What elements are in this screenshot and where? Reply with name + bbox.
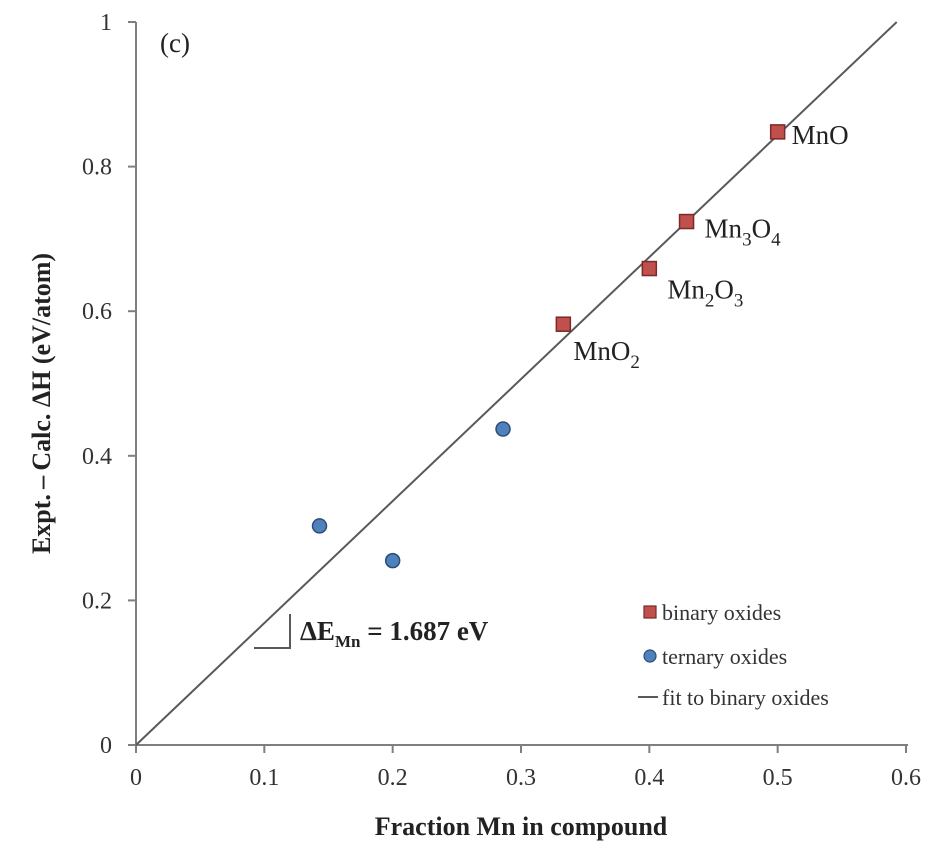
point-label-subscript: 3 xyxy=(734,291,744,312)
legend-label: fit to binary oxides xyxy=(662,685,829,710)
x-tick-label: 0.3 xyxy=(506,765,536,791)
x-tick-label: 0 xyxy=(130,765,142,791)
legend-square-marker xyxy=(643,605,657,619)
y-tick-label: 1 xyxy=(100,10,112,36)
binary-oxide-point xyxy=(555,316,572,332)
y-tick-label: 0.6 xyxy=(82,299,112,325)
slope-triangle xyxy=(254,614,291,649)
fit-line xyxy=(135,21,898,746)
binary-oxide-point xyxy=(641,260,658,277)
point-label-tail: O xyxy=(714,275,734,305)
x-tick-label: 0.6 xyxy=(891,765,921,791)
point-label-subscript: 2 xyxy=(630,352,640,373)
point-label: MnO xyxy=(792,120,849,150)
point-label-tail: O xyxy=(752,214,772,244)
legend-label: ternary oxides xyxy=(662,644,787,669)
x-tick-label: 0.4 xyxy=(634,765,664,791)
point-label-subscript: 4 xyxy=(771,230,781,251)
point-label: Mn2O3 xyxy=(667,275,743,312)
y-tick-label: 0.2 xyxy=(82,588,112,614)
x-tick-label: 0.2 xyxy=(378,765,408,791)
point-label-base: Mn xyxy=(667,275,705,305)
ternary-oxide-point xyxy=(311,518,328,534)
ternary-oxide-point xyxy=(495,421,511,437)
point-label-base: MnO xyxy=(573,336,630,366)
y-tick-label: 0.8 xyxy=(82,155,112,181)
fit-line-group: ΔEMn = 1.687 eV xyxy=(135,21,898,746)
binary-oxide-point xyxy=(769,124,786,140)
point-label: Mn3O4 xyxy=(705,214,782,251)
point-label-base: Mn xyxy=(705,214,743,244)
y-axis-title: Expt. – Calc. ΔH (eV/atom) xyxy=(27,253,56,554)
x-tick-label: 0.1 xyxy=(249,765,279,791)
ternary-oxide-point xyxy=(384,552,401,569)
slope-annotation-value: = 1.687 eV xyxy=(360,616,488,646)
point-label: MnO2 xyxy=(573,336,640,373)
legend-circle-marker xyxy=(643,649,657,663)
data-points xyxy=(311,124,786,569)
x-tick-label: 0.5 xyxy=(763,765,793,791)
binary-oxide-point xyxy=(678,213,695,230)
slope-annotation-symbol: ΔE xyxy=(300,616,335,646)
y-tick-label: 0 xyxy=(100,733,112,759)
panel-label: (c) xyxy=(160,28,190,58)
slope-annotation: ΔEMn = 1.687 eV xyxy=(300,616,489,651)
point-label-base: MnO xyxy=(792,120,849,150)
axes: 0 0.1 0.2 0.3 0.4 0.5 0.6 0 0.2 0.4 0.6 0.8 1 Fractio… xyxy=(27,10,921,841)
point-label-subscript: 3 xyxy=(742,230,752,251)
legend: binary oxides ternary oxides fit to binary… xyxy=(638,600,829,710)
legend-label: binary oxides xyxy=(662,600,781,625)
slope-annotation-subscript: Mn xyxy=(335,632,361,651)
point-label-subscript: 2 xyxy=(705,291,715,312)
x-axis-title: Fraction Mn in compound xyxy=(375,812,668,841)
y-tick-label: 0.4 xyxy=(82,444,112,470)
